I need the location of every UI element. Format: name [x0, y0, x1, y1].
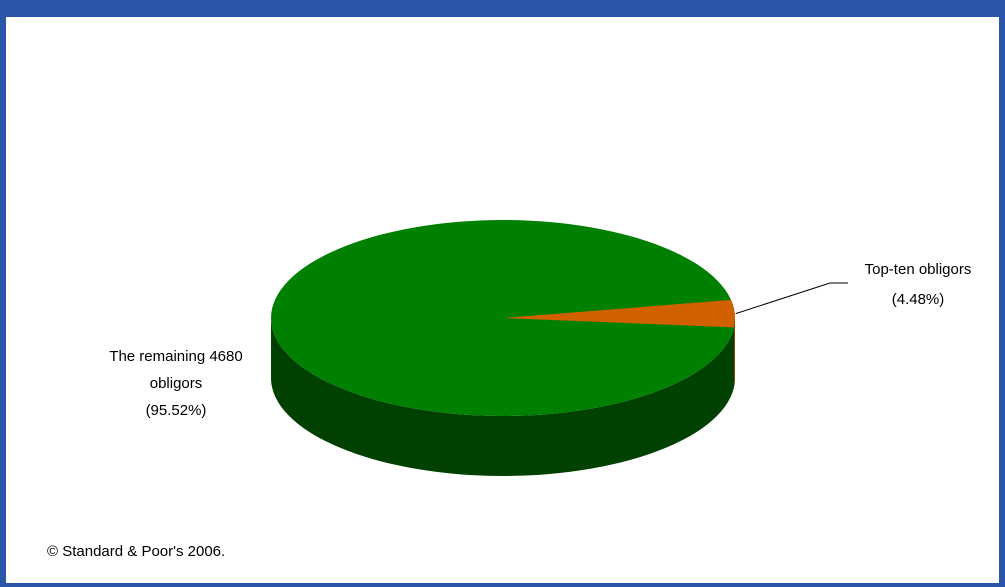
label-top-ten-obligors: Top-ten obligors (4.48%) — [865, 261, 972, 308]
top-ten-leader-line — [735, 282, 848, 315]
copyright-footer: © Standard & Poor's 2006. — [47, 543, 226, 560]
slice-side-remaining — [271, 318, 735, 476]
slice-side-top-ten — [733, 318, 735, 388]
slice-top-ten-obligors — [503, 299, 735, 328]
label-remaining-obligors: The remaining 4680 obligors (95.52%) — [109, 348, 242, 419]
